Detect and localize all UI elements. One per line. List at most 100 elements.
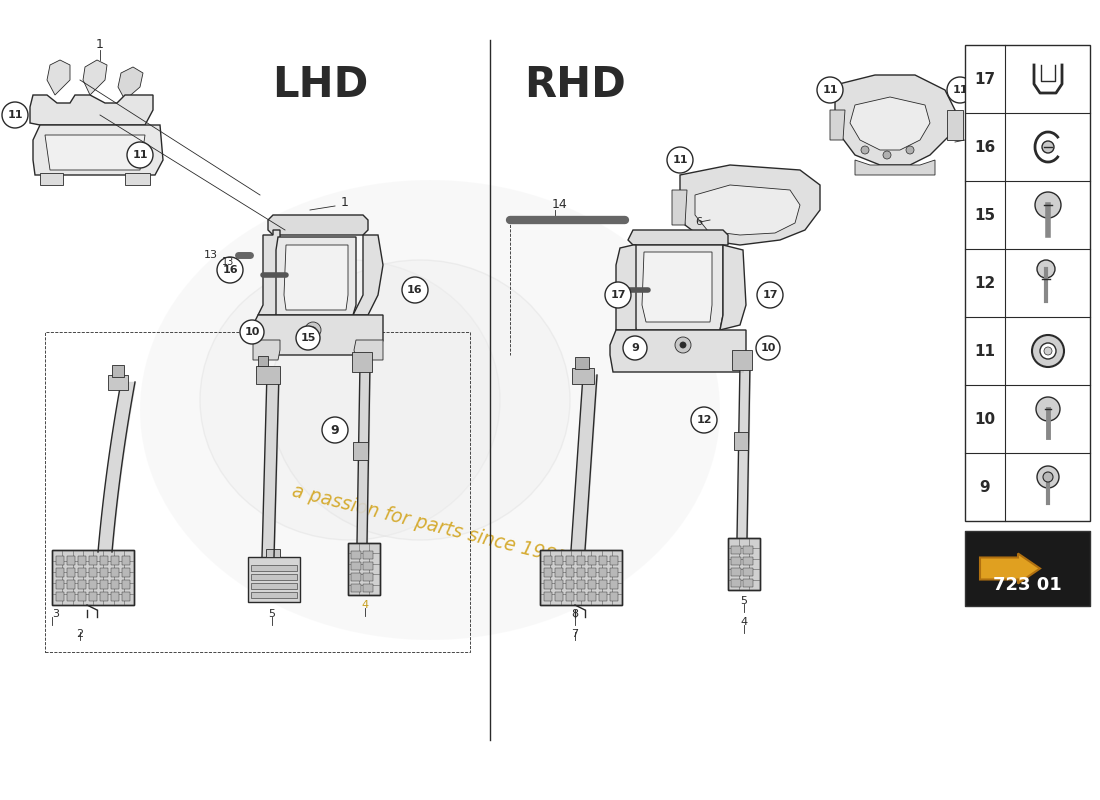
Bar <box>89 592 97 601</box>
Text: 10: 10 <box>244 327 260 337</box>
Bar <box>266 549 280 557</box>
Bar <box>89 580 97 589</box>
Bar <box>588 568 596 577</box>
Polygon shape <box>610 330 746 372</box>
Polygon shape <box>47 60 70 95</box>
Bar <box>544 568 552 577</box>
Circle shape <box>2 102 28 128</box>
Bar <box>56 568 64 577</box>
Bar <box>544 556 552 565</box>
Circle shape <box>305 322 321 338</box>
Circle shape <box>402 277 428 303</box>
Bar <box>348 543 380 595</box>
Bar <box>251 574 297 580</box>
Text: a passion for parts since 1985: a passion for parts since 1985 <box>290 482 570 569</box>
Bar <box>575 357 589 369</box>
Bar <box>732 557 741 565</box>
Circle shape <box>1037 260 1055 278</box>
Bar <box>363 562 373 570</box>
Circle shape <box>1036 397 1060 421</box>
Text: 10: 10 <box>975 411 996 426</box>
Bar <box>67 592 75 601</box>
Polygon shape <box>353 235 383 315</box>
Text: 16: 16 <box>407 285 422 295</box>
Bar <box>78 592 86 601</box>
Text: 16: 16 <box>975 139 996 154</box>
Bar <box>556 556 563 565</box>
Bar <box>588 580 596 589</box>
Bar <box>732 350 752 370</box>
Polygon shape <box>45 135 145 170</box>
Bar <box>540 550 622 605</box>
Bar <box>600 568 607 577</box>
Bar <box>363 573 373 581</box>
Bar <box>67 580 75 589</box>
Polygon shape <box>284 245 348 310</box>
Polygon shape <box>850 97 930 150</box>
Polygon shape <box>125 173 150 185</box>
Text: LHD: LHD <box>272 64 368 106</box>
Polygon shape <box>258 230 280 315</box>
Bar <box>578 556 585 565</box>
Text: 723 01: 723 01 <box>992 576 1062 594</box>
Bar <box>45 332 470 652</box>
Bar <box>351 562 361 570</box>
Bar <box>566 568 574 577</box>
Text: 4: 4 <box>740 617 748 627</box>
Text: 17: 17 <box>975 71 996 86</box>
Bar <box>112 365 124 377</box>
Text: 9: 9 <box>631 343 639 353</box>
Bar <box>351 551 361 559</box>
Text: 5: 5 <box>740 596 748 606</box>
Bar <box>108 375 128 390</box>
Text: 14: 14 <box>552 198 568 211</box>
Text: 9: 9 <box>980 479 990 494</box>
Text: 9: 9 <box>331 423 339 437</box>
Bar <box>56 592 64 601</box>
Bar <box>556 592 563 601</box>
Bar <box>89 556 97 565</box>
Bar <box>588 592 596 601</box>
Bar <box>732 568 741 576</box>
Text: 15: 15 <box>975 207 996 222</box>
Bar <box>100 568 108 577</box>
Text: 16: 16 <box>222 265 238 275</box>
Bar <box>78 568 86 577</box>
Circle shape <box>1043 472 1053 482</box>
Ellipse shape <box>270 260 570 540</box>
Circle shape <box>126 142 153 168</box>
Bar <box>610 580 618 589</box>
Text: 12: 12 <box>696 415 712 425</box>
Text: 4: 4 <box>362 600 369 610</box>
Circle shape <box>1032 335 1064 367</box>
Polygon shape <box>118 67 143 100</box>
Polygon shape <box>40 173 63 185</box>
Circle shape <box>680 342 686 348</box>
Text: 11: 11 <box>953 85 968 95</box>
Bar <box>363 551 373 559</box>
Polygon shape <box>672 190 688 225</box>
Bar <box>363 584 373 592</box>
Text: 11: 11 <box>672 155 688 165</box>
Bar <box>600 592 607 601</box>
Polygon shape <box>33 125 163 175</box>
Text: 6: 6 <box>970 132 977 142</box>
Polygon shape <box>253 340 280 360</box>
Text: 11: 11 <box>8 110 23 120</box>
Bar <box>122 580 130 589</box>
Circle shape <box>947 77 974 103</box>
Text: 17: 17 <box>610 290 626 300</box>
Polygon shape <box>616 245 636 330</box>
Bar <box>610 556 618 565</box>
Bar <box>556 580 563 589</box>
Bar <box>566 580 574 589</box>
Text: 10: 10 <box>760 343 775 353</box>
Bar <box>251 565 297 571</box>
Bar <box>122 592 130 601</box>
Bar <box>89 568 97 577</box>
Bar <box>600 580 607 589</box>
Circle shape <box>675 337 691 353</box>
Bar <box>732 579 741 587</box>
Circle shape <box>757 282 783 308</box>
Circle shape <box>1042 141 1054 153</box>
